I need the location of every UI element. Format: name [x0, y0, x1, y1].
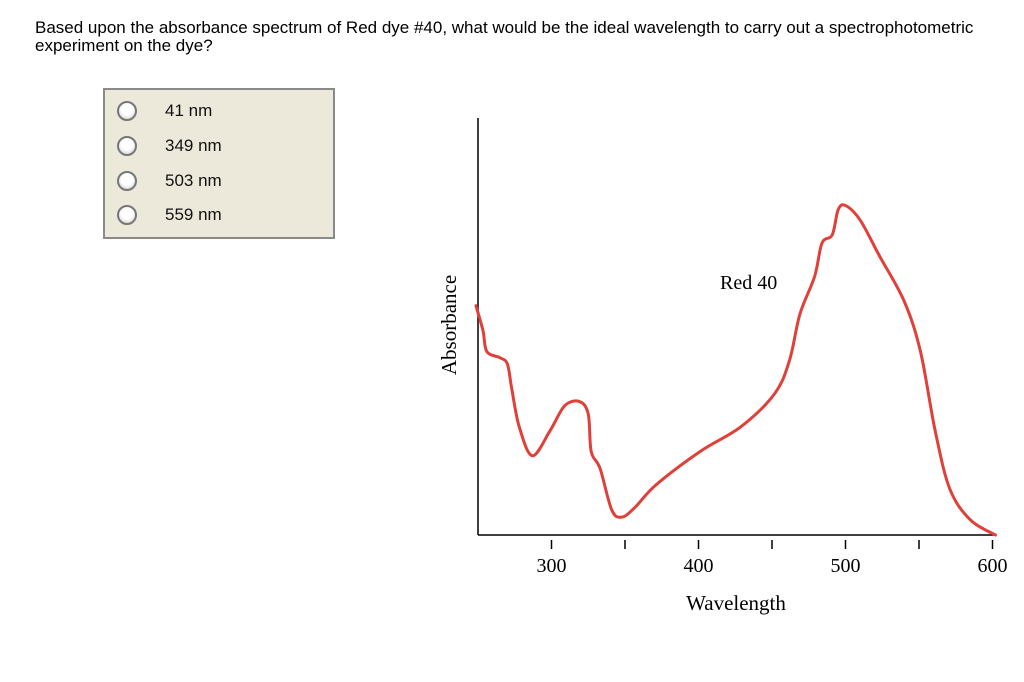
x-tick-label: 400 — [684, 555, 714, 577]
series-annotation: Red 40 — [720, 272, 777, 294]
option-label: 559 nm — [165, 205, 222, 224]
question-text: Based upon the absorbance spectrum of Re… — [35, 18, 974, 55]
option-3[interactable]: 503 nm — [117, 169, 222, 193]
x-axis-label: Wavelength — [686, 591, 786, 615]
option-2[interactable]: 349 nm — [117, 134, 222, 158]
option-1[interactable]: 41 nm — [117, 99, 212, 123]
x-tick-label: 500 — [831, 555, 861, 577]
y-axis-label: Absorbance — [437, 275, 461, 375]
radio-button[interactable] — [117, 171, 137, 191]
x-tick-label: 300 — [537, 555, 567, 577]
radio-button[interactable] — [117, 205, 137, 225]
option-label: 349 nm — [165, 136, 222, 155]
option-label: 503 nm — [165, 171, 222, 190]
option-4[interactable]: 559 nm — [117, 203, 222, 227]
answer-options: 41 nm 349 nm 503 nm 559 nm — [103, 88, 335, 239]
x-tick-label: 600 — [978, 555, 1008, 577]
radio-button[interactable] — [117, 101, 137, 121]
series-line — [474, 203, 997, 537]
option-label: 41 nm — [165, 101, 213, 120]
radio-button[interactable] — [117, 136, 137, 156]
